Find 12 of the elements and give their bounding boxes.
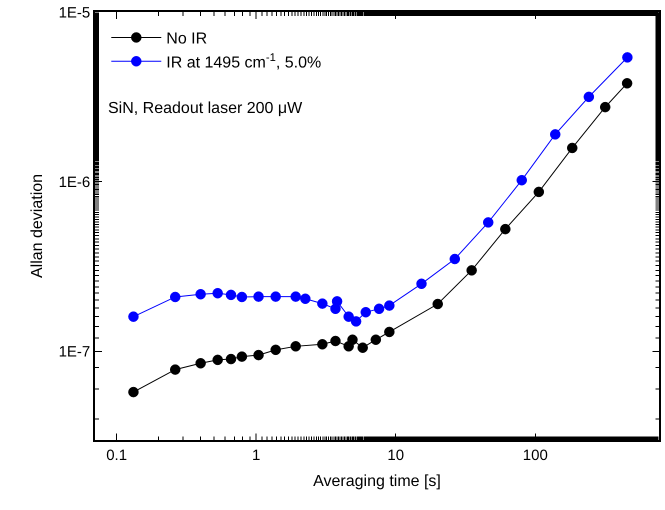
x-tick-label: 10 [387,446,404,464]
legend-label: No IR [166,30,208,48]
y-tick-label: 1E-5 [58,4,90,22]
x-tick-label: 0.1 [106,446,128,464]
y-axis-title: Allan deviation [28,174,46,278]
x-tick-label: 1 [252,446,260,464]
x-tick-label: 100 [522,446,548,464]
y-tick-label: 1E-7 [58,344,90,361]
legend-label: IR at 1495 cm$^{-1}$, 5.0% [166,52,322,72]
annotation: SiN, Readout laser 200 μW [108,100,304,117]
y-tick-label: 1E-6 [58,174,90,191]
x-axis-title: Averaging time [s] [313,472,441,490]
